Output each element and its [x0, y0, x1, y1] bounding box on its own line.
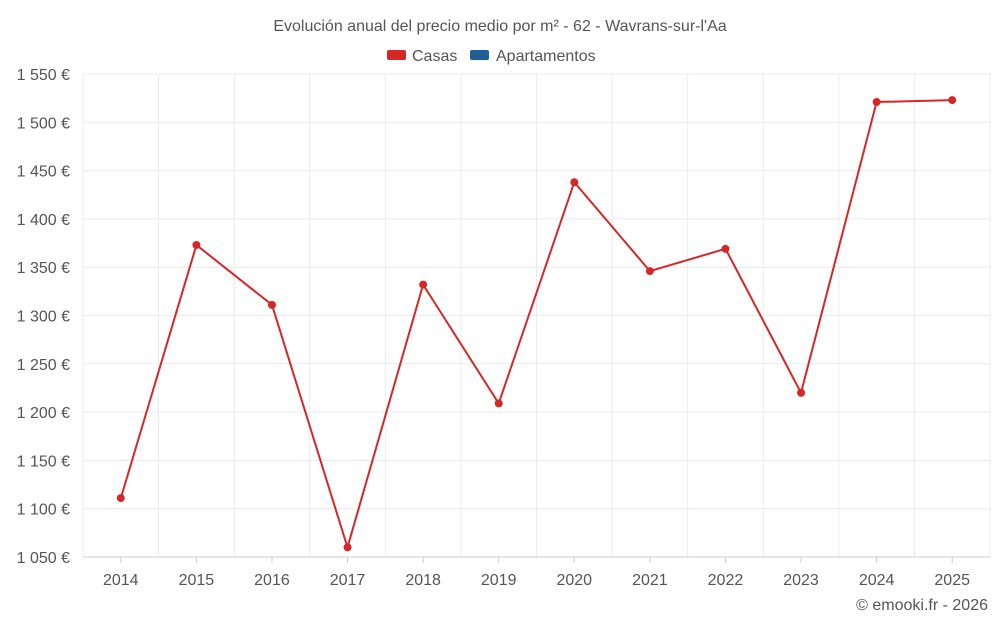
y-tick-label: 1 100 €	[17, 502, 70, 519]
y-tick-label: 1 500 €	[17, 115, 70, 132]
legend-label-casas[interactable]: Casas	[412, 48, 457, 65]
x-tick-label: 2016	[254, 572, 290, 589]
data-point-casas-2024[interactable]	[872, 98, 881, 107]
x-tick-label: 2015	[179, 572, 215, 589]
data-point-casas-2019[interactable]	[494, 399, 503, 408]
legend-label-apartamentos[interactable]: Apartamentos	[496, 48, 596, 65]
footer-credit: © emooki.fr - 2026	[856, 597, 988, 614]
data-points-casas	[116, 96, 957, 552]
x-tick-label: 2021	[632, 572, 668, 589]
y-tick-label: 1 400 €	[17, 212, 70, 229]
y-tick-label: 1 250 €	[17, 357, 70, 374]
data-point-casas-2018[interactable]	[419, 280, 428, 289]
x-tick-label: 2022	[708, 572, 744, 589]
chart-title: Evolución anual del precio medio por m² …	[273, 18, 726, 35]
legend-swatch-casas[interactable]	[387, 50, 406, 60]
y-tick-label: 1 050 €	[17, 550, 70, 567]
series-line-casas	[119, 99, 953, 551]
x-tick-label: 2017	[330, 572, 366, 589]
x-tick-label: 2019	[481, 572, 517, 589]
legend-swatch-apartamentos[interactable]	[470, 50, 489, 60]
data-point-casas-2025[interactable]	[948, 96, 957, 105]
y-tick-label: 1 200 €	[17, 405, 70, 422]
x-tick-label: 2018	[405, 572, 441, 589]
data-point-casas-2020[interactable]	[570, 178, 579, 187]
x-tick-label: 2020	[556, 572, 592, 589]
y-tick-label: 1 150 €	[17, 453, 70, 470]
x-tick-label: 2023	[783, 572, 819, 589]
data-point-casas-2022[interactable]	[721, 244, 730, 253]
x-gridlines	[82, 74, 991, 557]
legend: Casas Apartamentos	[387, 48, 596, 65]
y-tick-label: 1 300 €	[17, 309, 70, 326]
data-point-casas-2014[interactable]	[116, 494, 125, 503]
y-tick-label: 1 350 €	[17, 260, 70, 277]
data-point-casas-2023[interactable]	[797, 388, 806, 397]
x-tick-label: 2025	[934, 572, 970, 589]
y-axis-labels: 1 050 € 1 100 € 1 150 € 1 200 € 1 250 € 1 300…	[17, 67, 70, 567]
data-point-casas-2015[interactable]	[192, 240, 201, 249]
x-tick-label: 2014	[103, 572, 139, 589]
data-point-casas-2016[interactable]	[267, 300, 276, 309]
x-axis-labels: 2014 2015 2016 2017 2018 2019 2020 2021 2022 2023…	[103, 557, 970, 589]
data-point-casas-2021[interactable]	[645, 267, 654, 276]
x-tick-label: 2024	[859, 572, 895, 589]
data-point-casas-2017[interactable]	[343, 543, 352, 552]
y-tick-label: 1 450 €	[17, 164, 70, 181]
y-tick-label: 1 550 €	[17, 67, 70, 84]
